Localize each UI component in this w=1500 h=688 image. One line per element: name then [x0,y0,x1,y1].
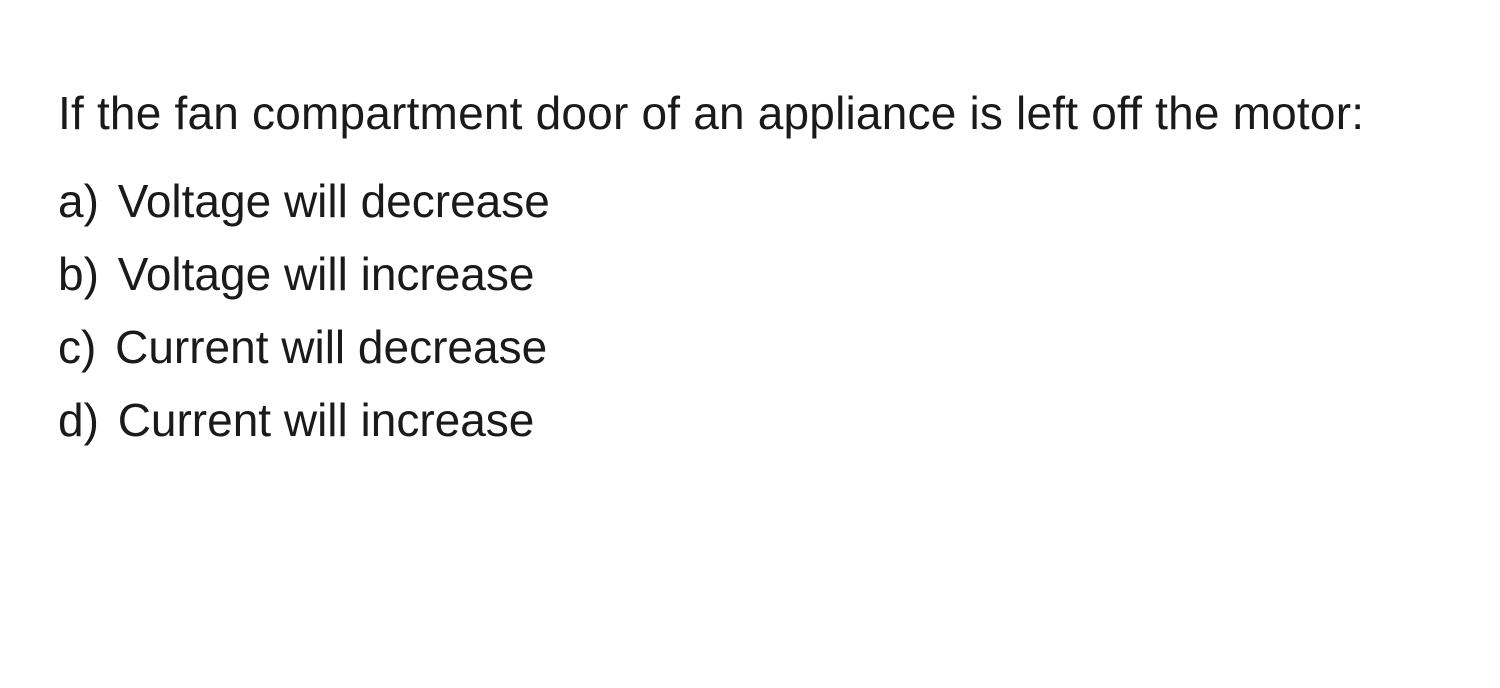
option-a-label: a) [58,175,99,227]
option-d: d) Current will increase [58,386,1450,455]
option-b-label: b) [58,248,99,300]
option-b-text: Voltage will increase [118,248,535,300]
option-b: b) Voltage will increase [58,240,1450,309]
option-a: a) Voltage will decrease [58,167,1450,236]
option-c-text: Current will decrease [115,321,547,373]
question-block: If the fan compartment door of an applia… [0,0,1500,455]
option-c-label: c) [58,321,96,373]
option-d-label: d) [58,394,99,446]
option-a-text: Voltage will decrease [118,175,550,227]
question-text: If the fan compartment door of an applia… [58,78,1450,149]
options-list: a) Voltage will decrease b) Voltage will… [58,167,1450,455]
option-c: c) Current will decrease [58,313,1450,382]
option-d-text: Current will increase [118,394,535,446]
